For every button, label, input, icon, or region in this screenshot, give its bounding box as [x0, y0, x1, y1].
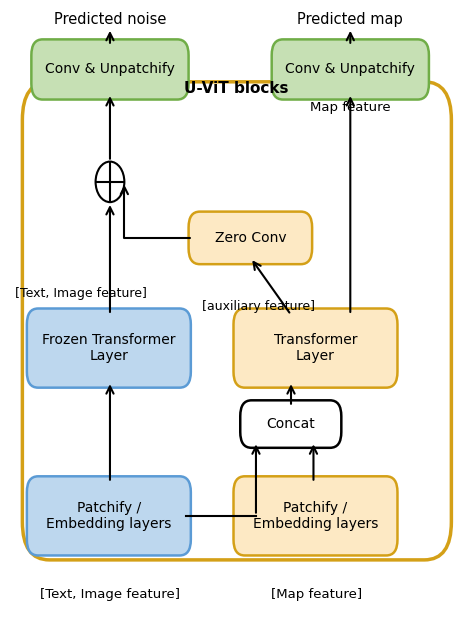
Text: Map feature: Map feature	[309, 100, 390, 114]
Text: U-ViT blocks: U-ViT blocks	[183, 81, 288, 96]
Text: [auxiliary feature]: [auxiliary feature]	[201, 300, 314, 313]
Text: Zero Conv: Zero Conv	[214, 231, 286, 245]
Text: [Map feature]: [Map feature]	[270, 588, 362, 601]
FancyBboxPatch shape	[233, 308, 397, 388]
FancyBboxPatch shape	[271, 39, 428, 100]
Text: Predicted noise: Predicted noise	[54, 11, 166, 27]
Text: [Text, Image feature]: [Text, Image feature]	[15, 287, 146, 300]
Text: Conv & Unpatchify: Conv & Unpatchify	[285, 62, 414, 76]
Text: Patchify /
Embedding layers: Patchify / Embedding layers	[252, 501, 377, 531]
Text: Predicted map: Predicted map	[297, 11, 402, 27]
FancyBboxPatch shape	[27, 308, 190, 388]
Text: Conv & Unpatchify: Conv & Unpatchify	[45, 62, 175, 76]
FancyBboxPatch shape	[31, 39, 188, 100]
Text: Frozen Transformer
Layer: Frozen Transformer Layer	[42, 333, 175, 363]
FancyBboxPatch shape	[240, 400, 341, 448]
Text: [Text, Image feature]: [Text, Image feature]	[40, 588, 180, 601]
FancyBboxPatch shape	[188, 212, 312, 264]
Text: Concat: Concat	[266, 417, 314, 431]
FancyBboxPatch shape	[27, 476, 190, 555]
FancyBboxPatch shape	[233, 476, 397, 555]
Text: Transformer
Layer: Transformer Layer	[273, 333, 357, 363]
Text: Patchify /
Embedding layers: Patchify / Embedding layers	[46, 501, 171, 531]
